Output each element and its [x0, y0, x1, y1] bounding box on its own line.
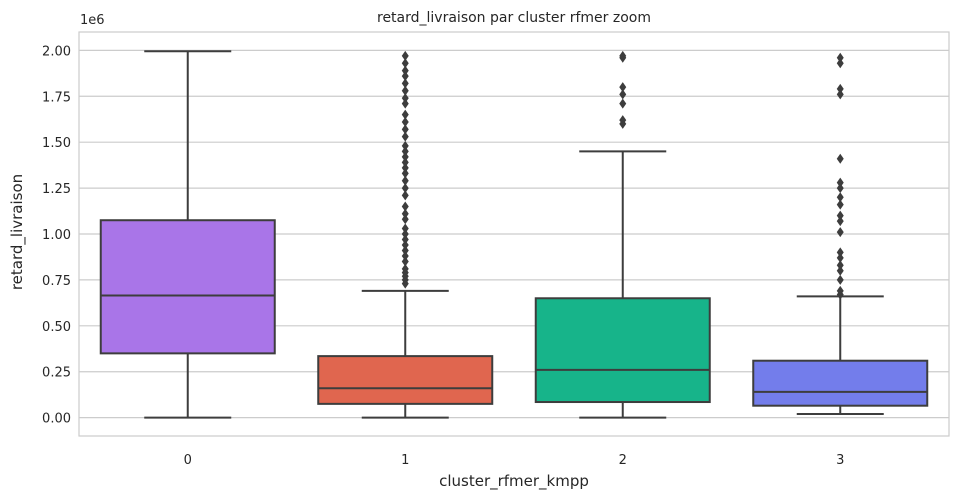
outlier-point: [836, 285, 844, 296]
outlier-point: [401, 71, 409, 82]
outlier-point: [619, 89, 627, 100]
outlier-point: [401, 183, 409, 194]
outlier-point: [619, 50, 627, 61]
outlier-point: [619, 115, 627, 126]
y-tick-label: 0.50: [42, 320, 71, 335]
outlier-point: [401, 234, 409, 245]
outlier-point: [836, 58, 844, 69]
x-tick-label: 1: [401, 453, 409, 468]
x-tick-label: 2: [619, 453, 627, 468]
outlier-point: [401, 109, 409, 120]
iqr-box: [99, 219, 276, 355]
outlier-point: [401, 93, 409, 104]
y-axis-offset-label: 1e6: [80, 13, 105, 28]
y-axis-label: retard_livraison: [8, 174, 27, 290]
outlier-point: [401, 98, 409, 109]
outlier-point: [401, 190, 409, 201]
box-cluster-0: [99, 50, 276, 419]
outlier-point: [401, 50, 409, 61]
box-cluster-2: [534, 50, 711, 419]
outlier-point: [401, 124, 409, 135]
outlier-point: [836, 183, 844, 194]
outlier-point: [401, 214, 409, 225]
x-tick-label: 3: [836, 453, 844, 468]
outlier-point: [836, 216, 844, 227]
outlier-point: [401, 162, 409, 173]
outlier-point: [836, 52, 844, 63]
outlier-point: [619, 98, 627, 109]
x-axis-label: cluster_rfmer_kmpp: [439, 472, 589, 491]
outlier-point: [401, 151, 409, 162]
outlier-point: [401, 131, 409, 142]
y-tick-label: 0.00: [42, 412, 71, 427]
outlier-point: [836, 153, 844, 164]
outlier-point: [401, 223, 409, 234]
box-cluster-1: [317, 50, 494, 419]
outlier-point: [836, 252, 844, 263]
y-tick-label: 1.50: [42, 136, 71, 151]
outlier-point: [836, 89, 844, 100]
outlier-point: [836, 199, 844, 210]
outlier-point: [836, 83, 844, 94]
outlier-point: [401, 240, 409, 251]
outlier-point: [401, 201, 409, 212]
plot-frame: [78, 31, 950, 437]
outlier-point: [836, 192, 844, 203]
outlier-point: [401, 116, 409, 127]
outlier-point: [401, 208, 409, 219]
outlier-point: [401, 78, 409, 89]
outlier-point: [401, 229, 409, 239]
box-cluster-3: [752, 52, 929, 415]
boxes: [99, 50, 929, 419]
outlier-point: [401, 146, 409, 157]
outlier-point: [401, 65, 409, 76]
outlier-point: [401, 251, 409, 262]
outlier-point: [401, 256, 409, 267]
outlier-point: [401, 168, 409, 179]
iqr-box: [534, 297, 711, 404]
x-tick-label: 0: [184, 453, 192, 468]
y-tick-label: 1.00: [42, 228, 71, 243]
outlier-point: [401, 245, 409, 256]
outlier-point: [401, 140, 409, 151]
y-tick-label: 1.25: [42, 182, 71, 197]
chart-title: retard_livraison par cluster rfmer zoom: [377, 10, 651, 26]
outlier-point: [836, 210, 844, 221]
y-tick-label: 1.75: [42, 90, 71, 105]
iqr-box: [317, 355, 494, 405]
outlier-point: [401, 58, 409, 69]
outlier-point: [401, 85, 409, 96]
outlier-point: [401, 175, 409, 186]
outlier-point: [836, 177, 844, 188]
outlier-point: [836, 227, 844, 238]
outlier-point: [836, 265, 844, 276]
y-tick-label: 0.75: [42, 274, 71, 289]
outlier-point: [836, 260, 844, 271]
outlier-point: [836, 247, 844, 258]
y-tick-label: 0.25: [42, 366, 71, 381]
outlier-point: [836, 274, 844, 285]
iqr-box: [752, 359, 929, 407]
outlier-point: [619, 82, 627, 93]
axis-ticks: 0.00 0.25 0.50 0.75 1.00 1.25 1.50 1.75 2.00 0 1 2 3: [42, 44, 844, 468]
outlier-point: [401, 157, 409, 168]
outlier-point: [401, 263, 409, 274]
y-tick-label: 2.00: [42, 44, 71, 59]
